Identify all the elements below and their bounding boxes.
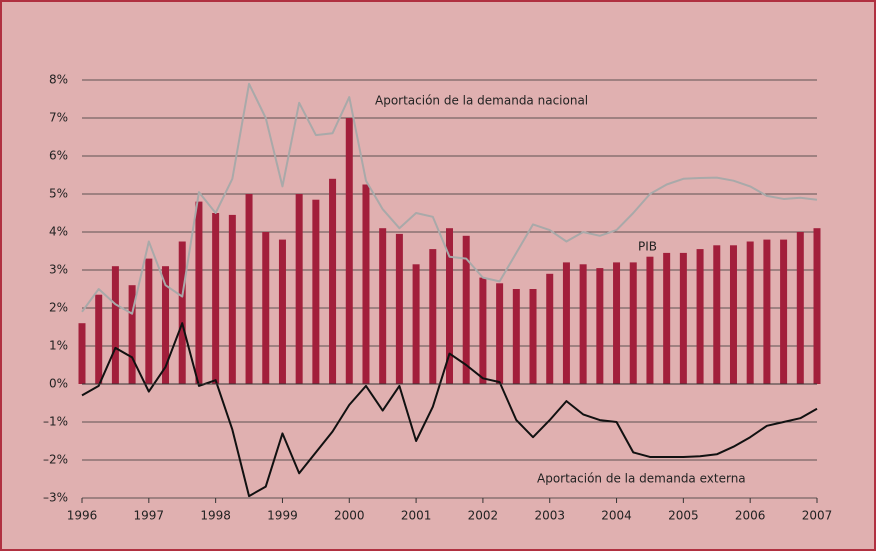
bar (596, 268, 604, 384)
y-tick-label: 4% (49, 225, 68, 239)
bar (696, 249, 704, 384)
x-tick-label: 2006 (735, 509, 766, 523)
bar (245, 194, 253, 384)
bar (178, 241, 186, 384)
bar (128, 285, 136, 384)
bar (613, 262, 621, 384)
line (81, 82, 818, 315)
bar (562, 262, 570, 384)
annotation: Aportación de la demanda externa (537, 472, 746, 486)
bar (679, 252, 687, 384)
bar (379, 228, 387, 384)
bar (579, 264, 587, 384)
bar (629, 262, 637, 384)
bar (746, 241, 754, 384)
y-tick-label: 3% (49, 263, 68, 277)
bar (345, 118, 353, 384)
annotation: Aportación de la demanda nacional (375, 94, 588, 108)
bar (329, 178, 337, 384)
bar (646, 256, 654, 384)
bar (780, 239, 788, 384)
bar (429, 249, 437, 384)
x-tick-label: 1997 (134, 509, 165, 523)
y-tick-label: 1% (49, 339, 68, 353)
x-tick-label: 2003 (534, 509, 565, 523)
bar (111, 266, 119, 384)
bar (162, 266, 170, 384)
x-tick-label: 2007 (802, 509, 833, 523)
bar (212, 213, 220, 384)
bar (729, 245, 737, 384)
bar (412, 264, 420, 384)
bar (479, 277, 487, 384)
y-tick-label: –2% (43, 453, 68, 467)
bar (145, 258, 153, 384)
bar (462, 235, 470, 384)
y-tick-label: –3% (43, 491, 68, 505)
bar (195, 201, 203, 384)
y-tick-label: 6% (49, 149, 68, 163)
x-tick-label: 1996 (67, 509, 98, 523)
bar (278, 239, 286, 384)
x-tick-label: 2004 (601, 509, 632, 523)
x-tick-label: 2002 (468, 509, 499, 523)
y-tick-label: –1% (43, 415, 68, 429)
bar (529, 289, 537, 384)
y-tick-label: 2% (49, 301, 68, 315)
bar (395, 233, 403, 384)
x-tick-label: 2000 (334, 509, 365, 523)
y-tick-label: 0% (49, 377, 68, 391)
bar (813, 228, 821, 384)
bar (262, 232, 270, 384)
x-tick-label: 1999 (267, 509, 298, 523)
annotation: PIB (638, 240, 657, 254)
bar (663, 252, 671, 384)
bar (713, 245, 721, 384)
bar (78, 323, 86, 384)
bar (295, 194, 303, 384)
y-tick-label: 5% (49, 187, 68, 201)
bar (763, 239, 771, 384)
bar (796, 232, 804, 384)
bar (496, 283, 504, 384)
bar (362, 184, 370, 384)
y-tick-label: 8% (49, 73, 68, 87)
bar (446, 228, 453, 384)
x-tick-label: 2001 (401, 509, 432, 523)
bar (95, 294, 103, 384)
y-tick-label: 7% (49, 111, 68, 125)
bar (312, 199, 320, 384)
x-tick-label: 1998 (200, 509, 231, 523)
bar (546, 273, 554, 384)
bar (228, 214, 236, 384)
bar (512, 289, 520, 384)
x-tick-label: 2005 (668, 509, 699, 523)
